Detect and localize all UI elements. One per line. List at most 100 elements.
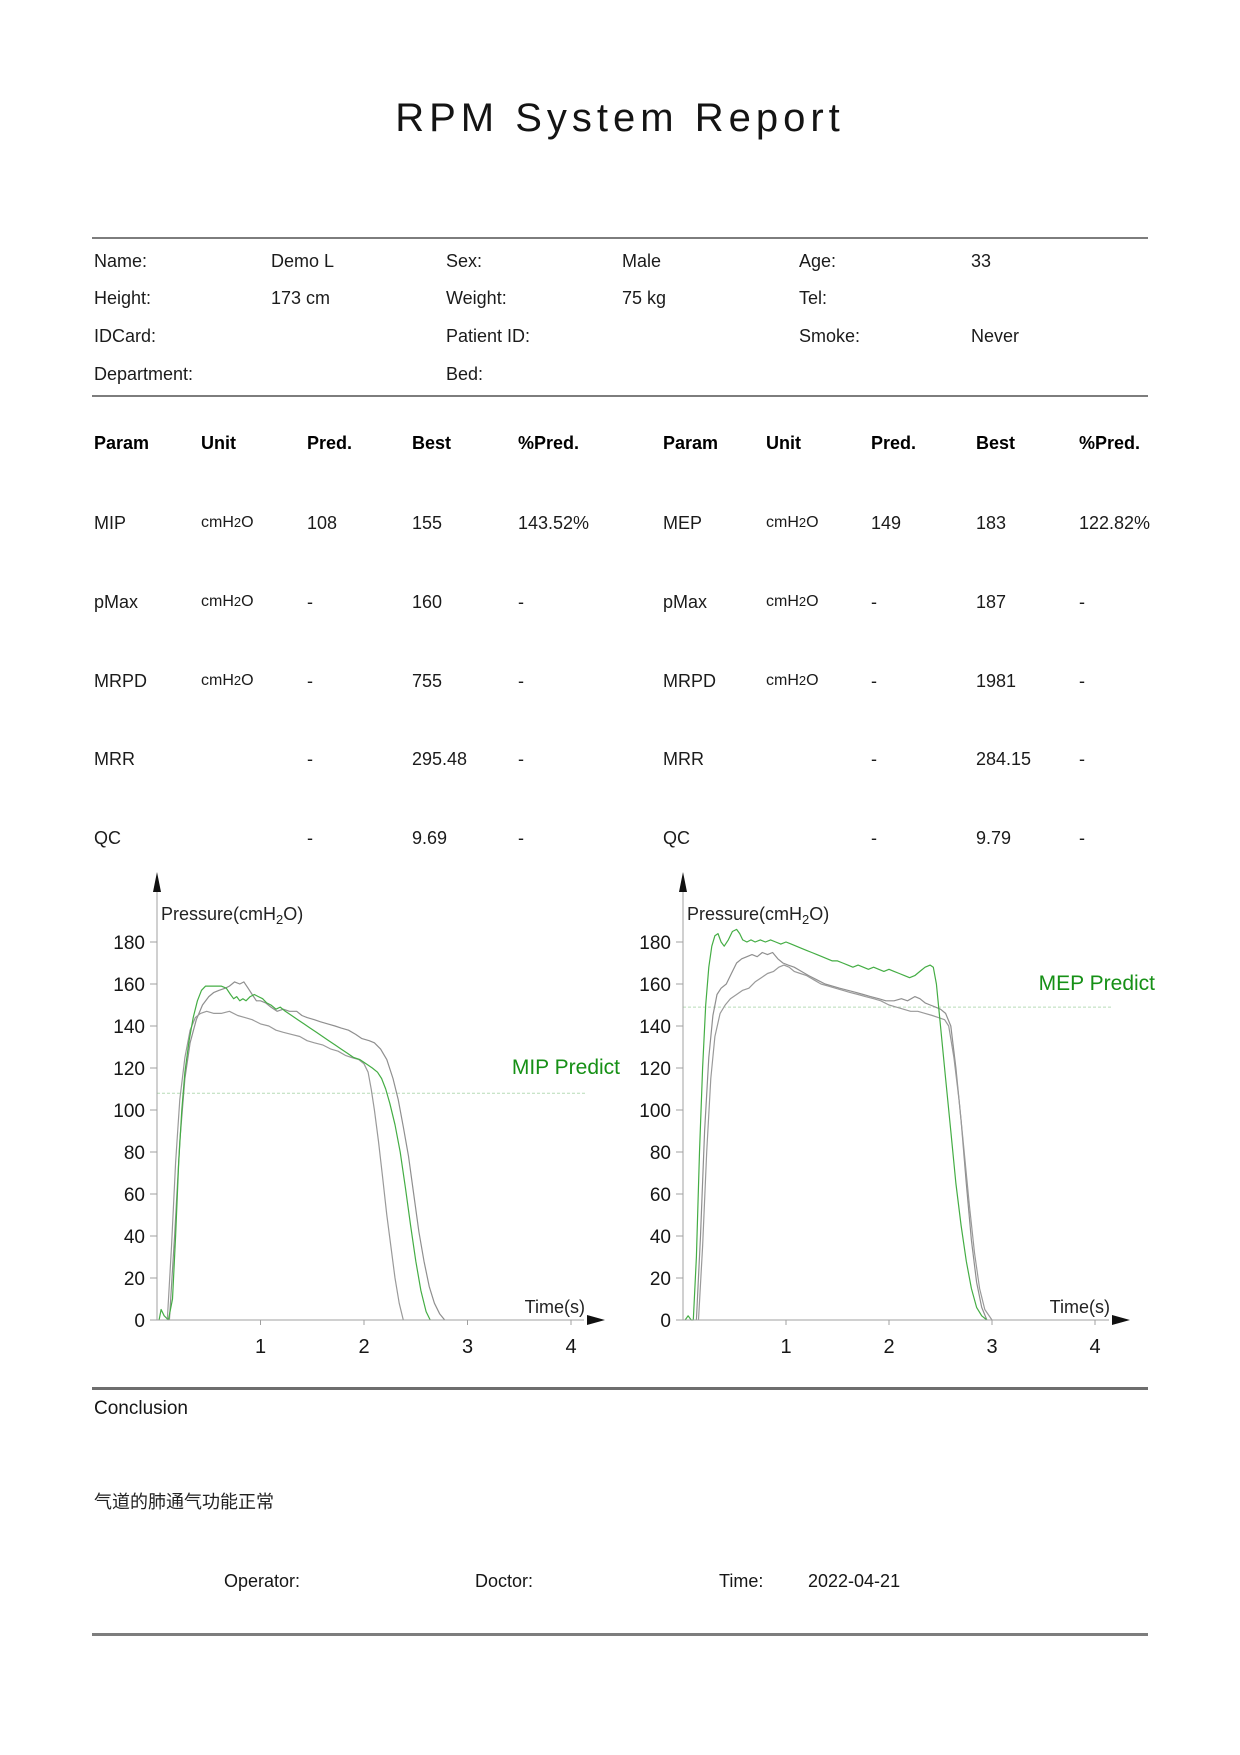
param-value: - — [1079, 749, 1085, 769]
x-axis-title: Time(s) — [525, 1297, 585, 1317]
param-value: - — [307, 828, 313, 848]
param-name: MRR — [663, 749, 704, 769]
param-value: - — [518, 828, 524, 848]
patient-label: Smoke: — [799, 326, 861, 346]
param-header-cell: Best — [412, 433, 452, 453]
x-tick-label: 4 — [1089, 1336, 1100, 1358]
x-tick-label: 4 — [565, 1336, 576, 1358]
param-value: - — [1079, 828, 1085, 848]
patient-label: Age: — [799, 251, 837, 271]
unit-subscript: 2 — [798, 594, 807, 609]
param-name: MEP — [663, 513, 703, 533]
param-value: - — [1079, 671, 1085, 691]
patient-label: Patient ID: — [446, 326, 531, 346]
mep-pressure-chart: 0 20 40 60 80 100 120 140 160 180 1 2 3 4 Pressure(cmH… — [639, 872, 1155, 1358]
patient-label: Tel: — [799, 288, 828, 308]
param-value: 155 — [412, 513, 443, 533]
y-tick-label: 60 — [124, 1185, 145, 1206]
param-value: - — [518, 749, 524, 769]
curve-trial-low — [697, 964, 993, 1321]
param-value: 1981 — [976, 671, 1017, 691]
param-value: - — [871, 671, 877, 691]
param-value: - — [518, 671, 524, 691]
y-tick-label: 180 — [639, 933, 671, 954]
operator-label: Operator: — [224, 1571, 301, 1591]
y-tick-label: 100 — [113, 1101, 145, 1122]
param-unit: cmH2O — [201, 593, 254, 610]
param-value: 122.82% — [1079, 513, 1151, 533]
predict-label: MIP Predict — [512, 1056, 620, 1079]
y-tick-label: 160 — [639, 975, 671, 996]
param-name: QC — [94, 828, 121, 848]
patient-label: Department: — [94, 364, 194, 384]
divider-bottom — [92, 1633, 1148, 1636]
patient-value: 33 — [971, 251, 992, 271]
y-tick-label: 180 — [113, 933, 145, 954]
param-name: MRPD — [94, 671, 147, 691]
param-value: - — [307, 671, 313, 691]
param-header-cell: Pred. — [871, 433, 917, 453]
y-tick-label: 140 — [113, 1017, 145, 1038]
param-name: pMax — [663, 592, 708, 612]
x-tick-label: 2 — [358, 1336, 369, 1358]
param-value: - — [871, 592, 877, 612]
y-tick-label: 0 — [134, 1311, 145, 1332]
curve-best — [158, 985, 431, 1321]
conclusion-heading: Conclusion — [94, 1398, 188, 1419]
param-unit: cmH2O — [766, 514, 819, 531]
divider-patient-bottom — [92, 395, 1148, 397]
param-value: 755 — [412, 671, 443, 691]
param-unit: cmH2O — [766, 672, 819, 689]
y-tick-label: 160 — [113, 975, 145, 996]
param-value: - — [307, 592, 313, 612]
y-tick-label: 40 — [650, 1227, 671, 1248]
y-tick-label: 120 — [639, 1059, 671, 1080]
param-header-cell: Param — [94, 433, 150, 453]
param-name: QC — [663, 828, 690, 848]
param-value: - — [307, 749, 313, 769]
param-value: - — [871, 828, 877, 848]
x-tick-label: 3 — [462, 1336, 473, 1358]
param-unit: cmH2O — [201, 514, 254, 531]
x-tick-label: 1 — [255, 1336, 266, 1358]
y-axis-arrow-icon — [679, 872, 687, 892]
unit-subscript: 2 — [233, 673, 242, 688]
param-value: 284.15 — [976, 749, 1032, 769]
param-value: 187 — [976, 592, 1007, 612]
param-name: MRR — [94, 749, 135, 769]
conclusion-text: 气道的肺通气功能正常 — [94, 1492, 274, 1512]
param-value: 183 — [976, 513, 1007, 533]
page-title: RPM System Report — [395, 96, 845, 140]
divider-top — [92, 237, 1148, 239]
param-header-cell: Unit — [766, 433, 801, 453]
param-name: MRPD — [663, 671, 716, 691]
patient-label: Sex: — [446, 251, 483, 271]
param-value: 143.52% — [518, 513, 590, 533]
time-label: Time: — [719, 1571, 764, 1591]
param-header-cell: %Pred. — [518, 433, 580, 453]
time-value: 2022-04-21 — [808, 1571, 901, 1591]
mip-pressure-chart: 0 20 40 60 80 100 120 140 160 180 1 2 3 4 Pressure(cmH… — [113, 872, 620, 1358]
param-value: - — [871, 749, 877, 769]
param-value: - — [1079, 592, 1085, 612]
y-tick-label: 20 — [124, 1269, 145, 1290]
param-header-cell: Best — [976, 433, 1016, 453]
param-header-cell: Param — [663, 433, 719, 453]
curve-trial-high — [168, 981, 446, 1321]
param-value: - — [518, 592, 524, 612]
param-unit: cmH2O — [201, 672, 254, 689]
y-tick-label: 0 — [660, 1311, 671, 1332]
patient-value: Demo L — [271, 251, 335, 271]
x-axis-title: Time(s) — [1050, 1297, 1110, 1317]
patient-label: IDCard: — [94, 326, 157, 346]
x-axis-arrow-icon — [1112, 1315, 1130, 1325]
patient-label: Weight: — [446, 288, 507, 308]
x-tick-label: 3 — [986, 1336, 997, 1358]
y-tick-label: 80 — [650, 1143, 671, 1164]
param-header-cell: Pred. — [307, 433, 353, 453]
patient-value: Male — [622, 251, 662, 271]
y-tick-label: 120 — [113, 1059, 145, 1080]
patient-label: Bed: — [446, 364, 484, 384]
patient-value: 173 cm — [271, 288, 331, 308]
